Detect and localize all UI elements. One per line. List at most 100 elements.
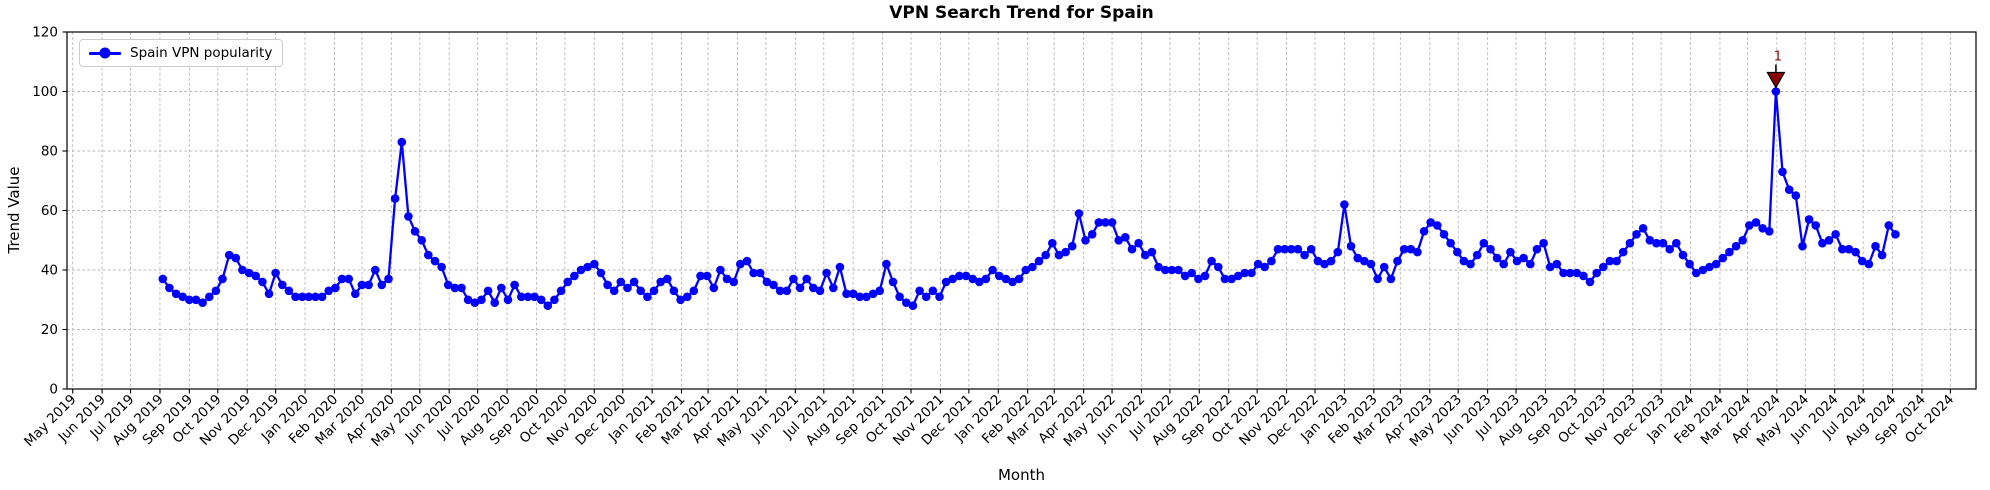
- data-point-marker: [1134, 238, 1143, 248]
- chart-title: VPN Search Trend for Spain: [889, 3, 1154, 23]
- data-point-marker: [1446, 238, 1455, 248]
- data-point-marker: [1160, 265, 1170, 275]
- data-point-marker: [1287, 244, 1296, 254]
- data-point-marker: [928, 286, 938, 296]
- data-point-marker: [1240, 268, 1250, 278]
- data-point-marker: [729, 277, 738, 287]
- data-point-marker: [603, 280, 612, 290]
- data-point-marker: [443, 280, 453, 290]
- data-point-marker: [510, 280, 519, 290]
- y-axis-ticks: 0 20 40 60 80 100 120: [32, 25, 67, 398]
- data-point-marker: [888, 277, 898, 287]
- data-point-marker: [1864, 259, 1874, 269]
- data-point-marker: [1818, 238, 1827, 248]
- data-point-marker: [503, 295, 513, 305]
- data-point-marker: [702, 271, 712, 281]
- data-point-marker: [357, 280, 367, 290]
- data-point-marker: [211, 286, 221, 296]
- data-point-marker: [165, 283, 174, 293]
- data-point-marker: [1459, 256, 1469, 266]
- data-point-marker: [789, 274, 798, 284]
- data-point-marker: [1154, 262, 1163, 272]
- data-point-marker: [1280, 244, 1289, 254]
- data-point-marker: [1466, 259, 1475, 269]
- data-point-marker: [1114, 236, 1123, 245]
- data-point-marker: [623, 283, 632, 293]
- data-point-marker: [1871, 241, 1880, 251]
- data-point-marker: [1771, 87, 1781, 96]
- data-point-marker: [1346, 241, 1356, 251]
- data-point-marker: [1472, 250, 1482, 260]
- data-point-marker: [1499, 259, 1508, 269]
- data-point-marker: [523, 292, 533, 302]
- data-point-marker: [596, 268, 606, 278]
- data-point-marker: [570, 271, 579, 281]
- data-point-marker: [955, 271, 964, 281]
- data-point-marker: [1711, 259, 1721, 269]
- data-point-marker: [1121, 233, 1130, 242]
- data-point-marker: [1107, 218, 1117, 227]
- data-point-marker: [1745, 221, 1754, 230]
- data-point-marker: [258, 277, 267, 287]
- data-point-marker: [397, 137, 407, 147]
- data-point-marker: [1366, 259, 1376, 269]
- data-point-marker: [417, 236, 427, 245]
- data-point-marker: [410, 227, 420, 236]
- data-point-marker: [1612, 256, 1621, 266]
- data-point-marker: [1340, 200, 1349, 209]
- data-point-marker: [775, 286, 785, 296]
- data-point-marker: [1665, 244, 1674, 254]
- data-point-marker: [1877, 250, 1887, 260]
- data-point-marker: [1791, 191, 1801, 200]
- data-point-marker: [205, 292, 214, 302]
- data-point-marker: [271, 268, 280, 278]
- data-point-marker: [1101, 218, 1110, 227]
- data-point-marker: [862, 292, 871, 302]
- data-point-marker: [1041, 250, 1050, 260]
- data-point-marker: [251, 271, 260, 281]
- data-point-marker: [855, 292, 865, 302]
- data-point-marker: [682, 292, 692, 302]
- data-point-marker: [171, 289, 181, 299]
- data-point-marker: [1884, 221, 1894, 230]
- data-point-marker: [689, 286, 699, 296]
- data-point-marker: [988, 265, 997, 275]
- data-point-marker: [908, 301, 918, 311]
- data-point-marker: [1798, 241, 1807, 251]
- data-point-marker: [1081, 236, 1090, 245]
- series-line: [161, 90, 1897, 307]
- data-point-marker: [975, 277, 984, 287]
- data-point-marker: [669, 286, 679, 296]
- data-point-marker: [550, 295, 559, 305]
- data-point-marker: [284, 286, 294, 296]
- data-point-marker: [224, 250, 234, 260]
- legend-line-marker: [89, 47, 121, 59]
- data-point-marker: [1605, 256, 1615, 266]
- data-point-marker: [1426, 218, 1435, 227]
- data-point-marker: [331, 283, 340, 293]
- data-point-marker: [1625, 238, 1635, 248]
- data-point-marker: [1645, 236, 1655, 245]
- data-point-marker: [1147, 247, 1157, 257]
- data-point-marker: [755, 268, 765, 278]
- data-point-marker: [629, 277, 639, 287]
- data-point-marker: [1844, 244, 1854, 254]
- data-point-marker: [915, 286, 924, 296]
- data-point-marker: [1539, 238, 1548, 248]
- annotation-triangle-down-icon: [1766, 71, 1786, 89]
- data-point-marker: [556, 286, 566, 296]
- y-tick-label: 60: [41, 203, 58, 219]
- data-point-marker: [1379, 262, 1389, 272]
- data-point-marker: [1253, 259, 1263, 269]
- data-point-marker: [835, 262, 845, 272]
- data-point-marker: [1433, 221, 1442, 230]
- data-point-marker: [1180, 271, 1190, 281]
- data-point-marker: [370, 265, 380, 275]
- data-point-marker: [576, 265, 586, 275]
- data-point-marker: [722, 274, 732, 284]
- data-point-marker: [384, 274, 393, 284]
- data-point-marker: [324, 286, 334, 296]
- data-point-marker: [875, 286, 884, 296]
- data-point-marker: [231, 253, 241, 263]
